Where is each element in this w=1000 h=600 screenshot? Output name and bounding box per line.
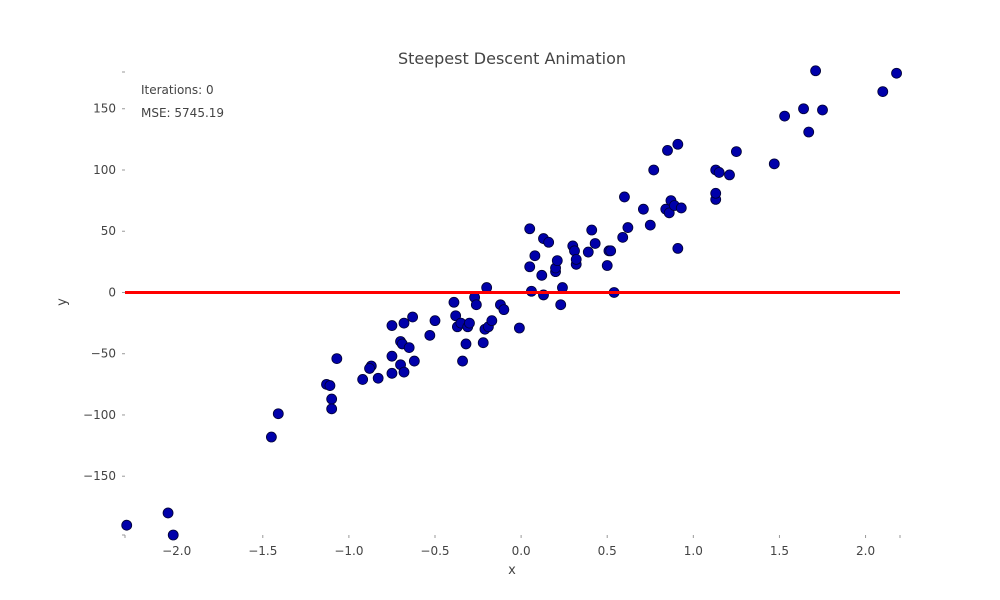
data-point [648,164,660,176]
data-point [121,519,133,531]
data-point [555,299,567,311]
data-point [543,236,555,248]
data-point [644,219,656,231]
x-tick-label: 0.0 [512,544,531,558]
data-point [662,144,673,156]
data-point [710,187,722,199]
data-point [357,374,369,385]
data-point [617,231,629,243]
data-point [524,223,536,235]
data-point [524,261,536,273]
data-point [637,203,649,215]
data-point [477,337,489,349]
data-point [364,363,375,374]
axes: −2.0 −1.5 −1.0 −0.5 0.0 0.5 1.0 1.5 2.0 −150 −100 −… [83,71,901,558]
data-point [398,366,410,378]
data-point [265,431,277,443]
data-point [398,317,410,329]
data-point [429,315,441,327]
x-tick-label: −1.0 [334,544,363,558]
data-point [672,242,684,254]
data-point [386,367,398,379]
data-point [810,65,822,77]
data-point [326,393,338,405]
data-point [675,202,687,214]
data-point [460,338,472,350]
data-point [570,254,582,265]
data-point [817,104,828,116]
data-point [619,191,630,203]
x-tick-label: 2.0 [856,544,875,558]
data-point [448,296,460,308]
data-point [424,329,436,341]
data-point [386,320,398,331]
data-point [470,299,482,311]
data-point [730,146,742,158]
y-tick-label: 150 [93,102,116,116]
iterations-annotation: Iterations: 0 [141,83,214,97]
data-point [589,238,601,249]
data-point [529,250,541,262]
data-point [450,310,462,322]
data-point [779,110,791,122]
mse-annotation: MSE: 5745.19 [141,106,224,120]
data-point [407,311,419,323]
x-axis-label: x [508,563,516,578]
data-point [605,245,617,257]
y-tick-label: 50 [101,224,116,238]
x-tick-label: 1.5 [770,544,789,558]
data-point [331,353,343,365]
data-point [408,355,420,367]
data-point [551,255,563,267]
data-point [536,269,548,281]
data-point [713,167,725,178]
data-point [724,169,735,181]
data-point [891,67,902,79]
data-point [457,355,468,367]
data-point [622,222,634,233]
x-tick-label: 0.5 [598,544,617,558]
y-tick-label: −150 [83,469,116,483]
x-tick-label: −1.5 [248,544,277,558]
chart-title: Steepest Descent Animation [398,49,626,68]
data-point [513,322,525,334]
x-tick-label: −0.5 [420,544,449,558]
data-point [403,342,415,353]
data-point [272,408,284,420]
data-point [877,86,889,97]
data-point [672,138,684,150]
data-point [663,207,675,219]
data-point [498,304,510,316]
y-tick-label: 100 [93,163,116,177]
data-point [486,315,498,327]
y-tick-label: −100 [83,408,116,422]
data-point [167,529,179,541]
data-point [464,317,475,329]
data-point [582,246,594,258]
data-point [372,372,384,384]
x-tick-label: 1.0 [684,544,703,558]
data-point [386,350,398,362]
y-axis-label: y [55,298,70,306]
data-point [798,103,809,115]
data-point [768,158,780,170]
data-points [121,65,902,541]
data-point [586,224,598,236]
data-point [324,380,336,391]
data-point [326,403,338,415]
data-point [601,260,613,271]
data-point [803,126,815,138]
y-tick-label: −50 [91,347,116,361]
data-point [162,507,174,519]
x-tick-label: −2.0 [162,544,191,558]
y-tick-label: 0 [108,285,116,299]
